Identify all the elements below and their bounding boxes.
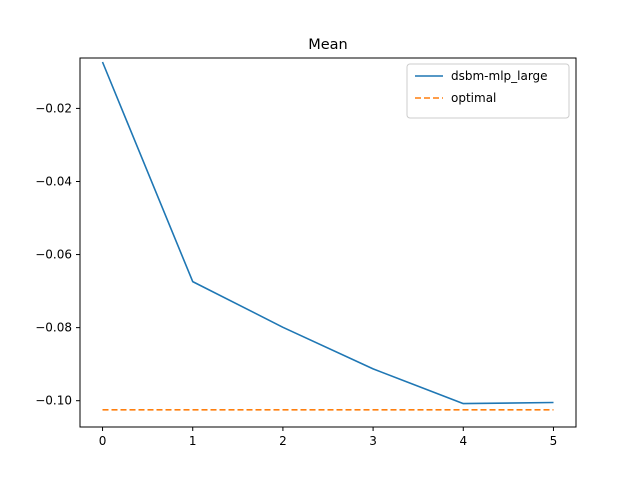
y-tick-label: −0.08: [35, 321, 72, 335]
y-tick-label: −0.02: [35, 101, 72, 115]
legend-label: dsbm-mlp_large: [451, 69, 548, 83]
plot-area: 0 1 2 3 4 5 −0.02 −0.04 −0.06 −0.08 −0.10: [35, 61, 558, 448]
y-tick-label: −0.04: [35, 174, 72, 188]
axes-frame: [79, 57, 577, 428]
y-tick-label: −0.06: [35, 248, 72, 262]
x-tick-label: 0: [99, 434, 107, 448]
legend-label: optimal: [451, 91, 496, 105]
x-tick-label: 5: [550, 434, 558, 448]
chart-title: Mean: [308, 37, 348, 53]
x-tick-label: 4: [459, 434, 467, 448]
x-tick-label: 1: [189, 434, 197, 448]
x-tick-label: 2: [279, 434, 287, 448]
series-line-dsbm-mlp-large: [101, 61, 554, 405]
legend-box: [406, 63, 570, 119]
y-tick-label: −0.10: [35, 394, 72, 408]
x-tick-label: 3: [369, 434, 377, 448]
